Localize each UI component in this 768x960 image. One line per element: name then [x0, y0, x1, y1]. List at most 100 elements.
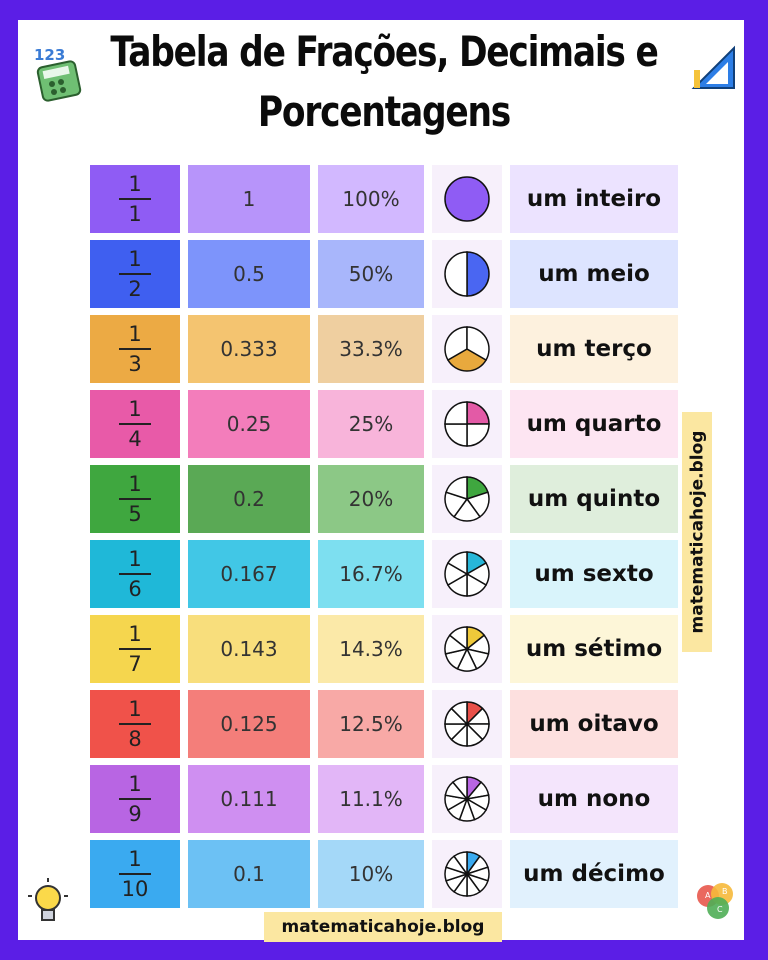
title-line-2: Porcentagens — [257, 87, 511, 136]
table-row: 1 3 0.333 33.3% um terço — [0, 315, 768, 383]
fraction: 1 10 — [119, 847, 151, 901]
fraction-numerator: 1 — [128, 247, 142, 271]
percent-cell: 20% — [318, 465, 424, 533]
pie-slice-filled — [466, 251, 490, 297]
fraction-numerator: 1 — [128, 772, 142, 796]
table-row: 1 5 0.2 20% um quinto — [0, 465, 768, 533]
fraction-name: um nono — [510, 765, 678, 833]
geometry-tools-icon — [691, 45, 735, 89]
fraction-pie-icon — [444, 476, 490, 522]
fraction-denominator: 10 — [121, 877, 149, 901]
pie-cell — [432, 840, 502, 908]
fraction-denominator: 3 — [128, 352, 142, 376]
table-row: 1 1 1 100% um inteiro — [0, 165, 768, 233]
fraction-pie-icon — [444, 701, 490, 747]
fraction-pie-icon — [444, 251, 490, 297]
decimal-cell: 0.333 — [188, 315, 310, 383]
pie-slice — [450, 701, 468, 726]
fraction-denominator: 6 — [128, 577, 142, 601]
percent-cell: 50% — [318, 240, 424, 308]
fraction-numerator: 1 — [128, 547, 142, 571]
fraction-denominator: 9 — [128, 802, 142, 826]
fraction-bar — [119, 873, 151, 875]
fraction-numerator: 1 — [128, 847, 142, 871]
fraction-bar — [119, 273, 151, 275]
abc-b: B — [722, 887, 728, 896]
decimal-cell: 0.125 — [188, 690, 310, 758]
fraction-bar — [119, 348, 151, 350]
fraction-name: um inteiro — [510, 165, 678, 233]
fraction-name: um sétimo — [510, 615, 678, 683]
fraction-bar — [119, 498, 151, 500]
fraction-pie-icon — [444, 851, 490, 897]
fraction-pie-icon — [444, 551, 490, 597]
fraction-bar — [119, 423, 151, 425]
calculator-icon: 123 — [34, 46, 82, 102]
fraction-numerator: 1 — [128, 622, 142, 646]
decimal-cell: 0.111 — [188, 765, 310, 833]
fraction-denominator: 8 — [128, 727, 142, 751]
pie-cell — [432, 690, 502, 758]
percent-cell: 14.3% — [318, 615, 424, 683]
title-line-1: Tabela de Frações, Decimais e — [110, 27, 658, 76]
side-watermark: matematicahoje.blog — [682, 412, 712, 652]
percent-cell: 16.7% — [318, 540, 424, 608]
fraction-denominator: 4 — [128, 427, 142, 451]
table-row: 1 6 0.167 16.7% um sexto — [0, 540, 768, 608]
percent-cell: 33.3% — [318, 315, 424, 383]
pie-cell — [432, 240, 502, 308]
pie-slice — [444, 176, 490, 222]
calculator-number-text: 123 — [34, 46, 65, 64]
fraction-pie-icon — [444, 401, 490, 447]
fraction-name: um terço — [510, 315, 678, 383]
fraction-pie-icon — [444, 626, 490, 672]
table-row: 1 10 0.1 10% um décimo — [0, 840, 768, 908]
bottom-watermark-text: matematicahoje.blog — [281, 917, 485, 937]
table-row: 1 9 0.111 11.1% um nono — [0, 765, 768, 833]
page-title: Tabela de Frações, Decimais e Porcentage… — [69, 22, 699, 142]
percent-cell: 25% — [318, 390, 424, 458]
percent-cell: 10% — [318, 840, 424, 908]
fraction-bar — [119, 648, 151, 650]
decimal-cell: 0.1 — [188, 840, 310, 908]
pie-cell — [432, 540, 502, 608]
pie-slice — [451, 776, 468, 802]
pie-cell — [432, 390, 502, 458]
pie-slice — [446, 551, 468, 576]
percent-cell: 100% — [318, 165, 424, 233]
pie-slice — [444, 423, 468, 447]
pie-slice — [448, 626, 468, 651]
pie-slice — [444, 326, 468, 362]
fraction-numerator: 1 — [128, 322, 142, 346]
fraction-pie-icon — [444, 776, 490, 822]
fraction-numerator: 1 — [128, 472, 142, 496]
percent-cell: 11.1% — [318, 765, 424, 833]
abc-venn-icon: A B C — [697, 883, 733, 919]
lightbulb-icon — [28, 878, 68, 921]
decimal-cell: 0.5 — [188, 240, 310, 308]
fraction-name: um sexto — [510, 540, 678, 608]
fraction-numerator: 1 — [128, 697, 142, 721]
fraction-denominator: 2 — [128, 277, 142, 301]
fraction-pie-icon — [444, 326, 490, 372]
bottom-watermark: matematicahoje.blog — [264, 912, 502, 942]
fraction-name: um meio — [510, 240, 678, 308]
fraction-name: um oitavo — [510, 690, 678, 758]
fraction-bar — [119, 573, 151, 575]
table-row: 1 8 0.125 12.5% um oitavo — [0, 690, 768, 758]
fraction-name: um décimo — [510, 840, 678, 908]
pie-slice-filled — [446, 348, 488, 372]
